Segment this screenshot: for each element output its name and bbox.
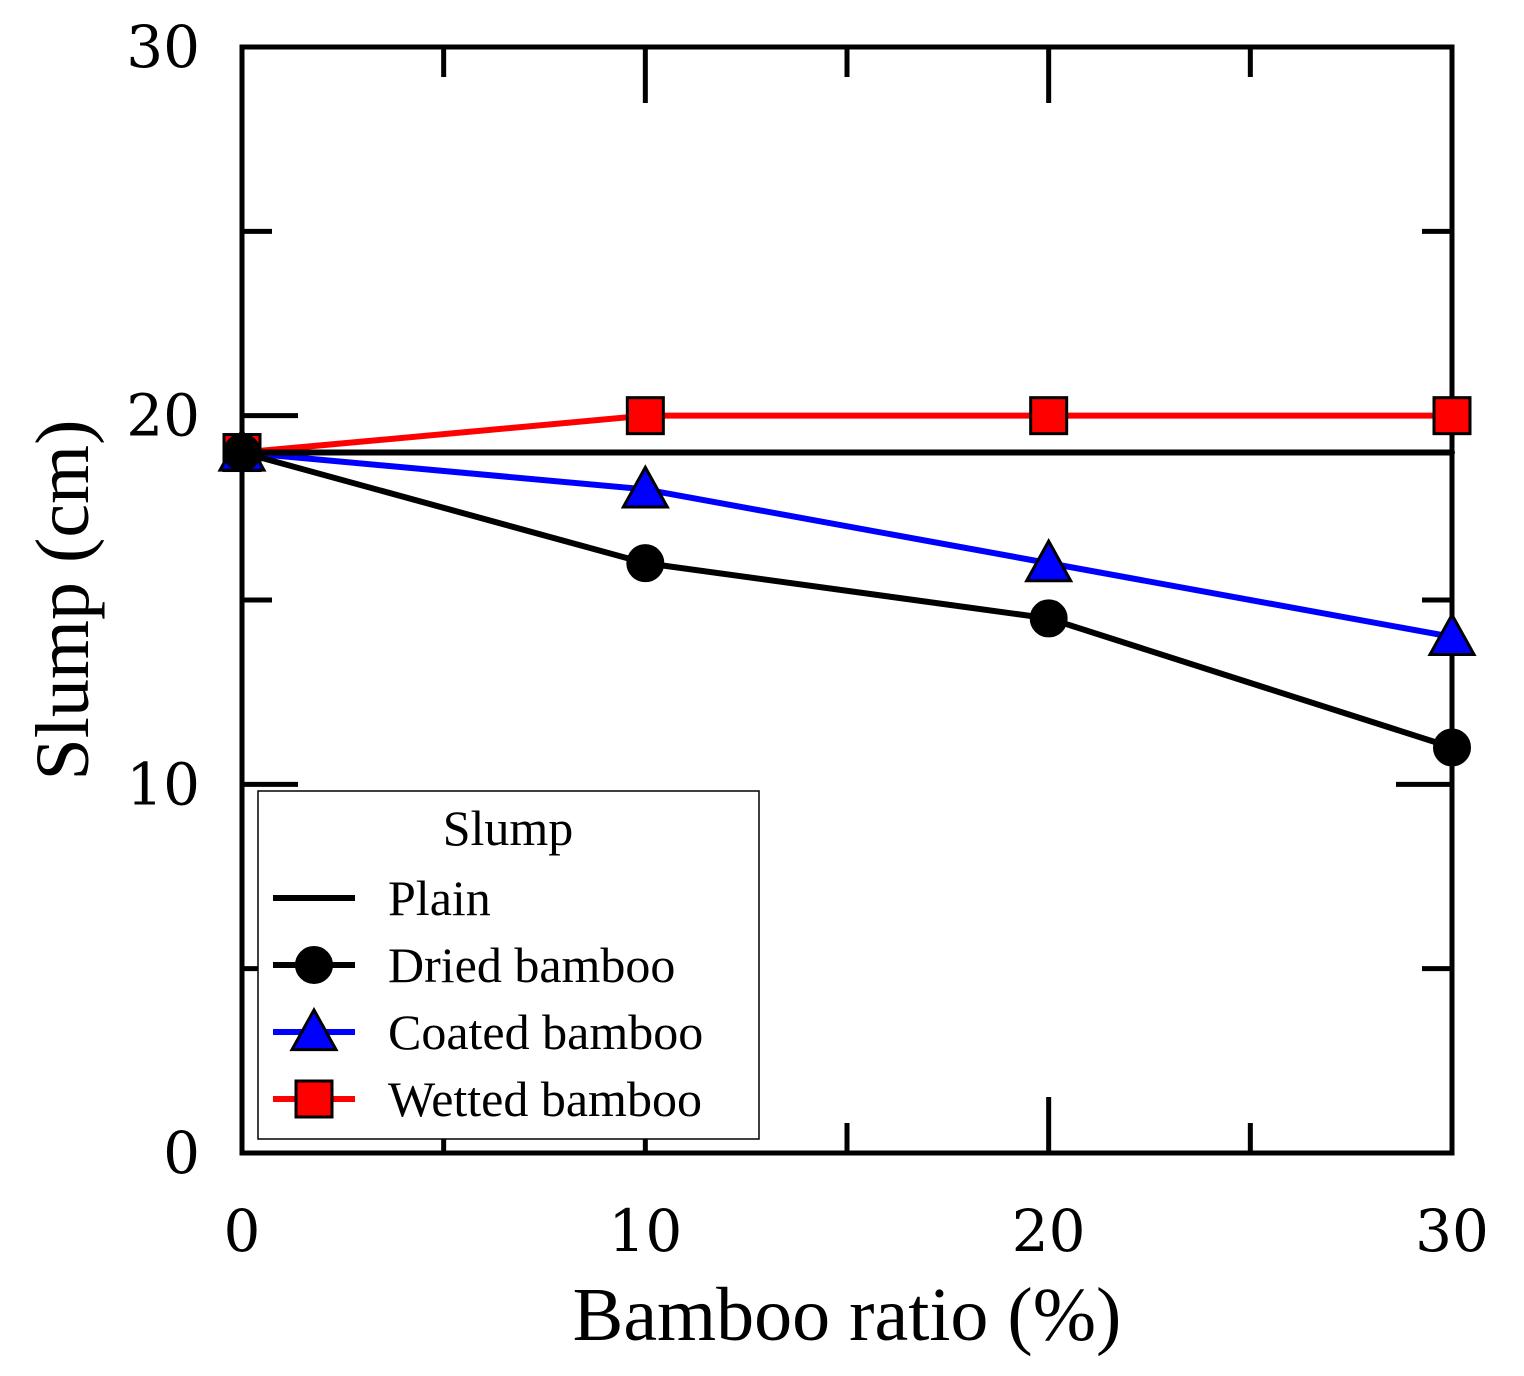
legend-marker-coated-bamboo: [289, 1006, 339, 1052]
legend-marker-dried-bamboo: [295, 946, 333, 984]
y-tick-label: 20: [126, 382, 200, 450]
point-coated-bamboo: [620, 464, 670, 509]
point-wetted-bamboo: [1432, 396, 1472, 436]
series-line-wetted-bamboo: [239, 412, 1455, 456]
series-line-dried-bamboo: [239, 449, 1455, 751]
point-dried-bamboo: [626, 544, 665, 583]
series-layer: [217, 396, 1477, 767]
legend-entries: Plain Dried bamboo Coated bamboo Wetted bam…: [273, 870, 703, 1127]
x-tick-label: 20: [1012, 1197, 1086, 1265]
point-wetted-bamboo: [625, 396, 665, 436]
point-coated-bamboo: [1024, 538, 1074, 583]
legend: Slump Plain Dried bamboo Coated bamboo Wett…: [257, 790, 760, 1140]
legend-marker-wetted-bamboo: [294, 1079, 334, 1119]
y-axis-title: Slump (cm): [21, 420, 105, 781]
x-axis-title: Bamboo ratio (%): [573, 1273, 1122, 1357]
point-dried-bamboo: [223, 433, 261, 472]
legend-label-coated-bamboo: Coated bamboo: [388, 1004, 703, 1060]
point-dried-bamboo: [1433, 728, 1471, 767]
y-tick-label: 0: [163, 1119, 200, 1187]
series-line-coated-bamboo: [239, 449, 1455, 640]
y-tick-label: 10: [126, 750, 200, 818]
y-tick-label: 30: [126, 13, 200, 81]
point-coated-bamboo: [1427, 611, 1477, 656]
legend-label-plain: Plain: [388, 870, 491, 926]
legend-title: Slump: [443, 800, 574, 856]
x-tick-label: 10: [608, 1197, 682, 1265]
point-dried-bamboo: [1029, 599, 1068, 638]
tick-labels-layer: 0 10 20 30 0 10 20 30: [126, 13, 1489, 1265]
legend-label-wetted-bamboo: Wetted bamboo: [388, 1071, 702, 1127]
point-wetted-bamboo: [1029, 396, 1069, 436]
x-tick-label: 0: [224, 1197, 261, 1265]
legend-label-dried-bamboo: Dried bamboo: [388, 937, 675, 993]
x-tick-label: 30: [1415, 1197, 1489, 1265]
